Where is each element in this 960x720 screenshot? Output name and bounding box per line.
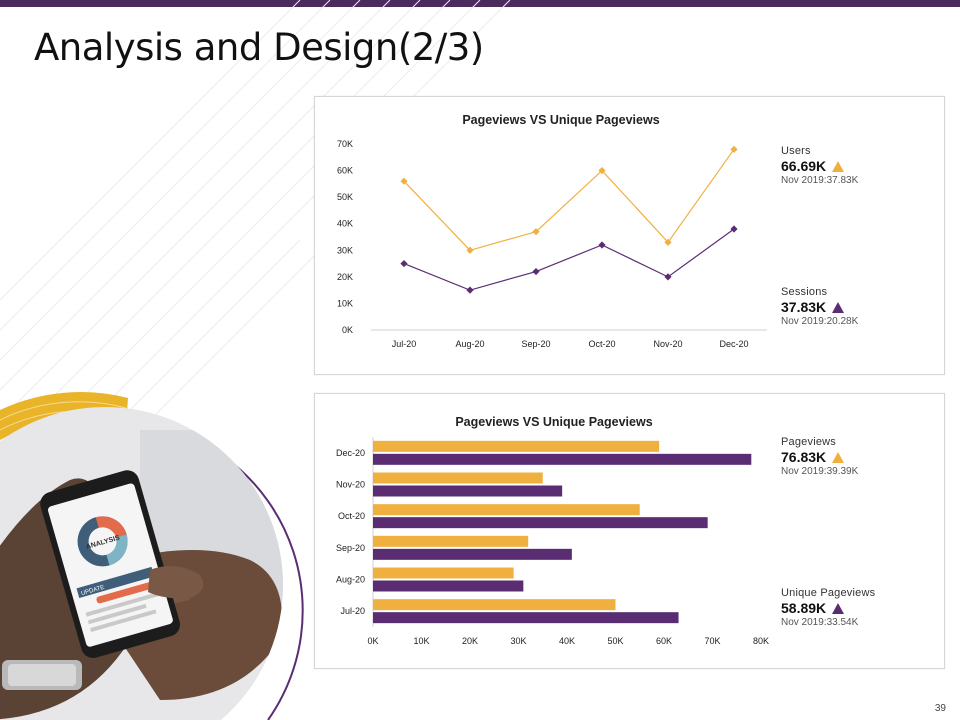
- chart-title: Pageviews VS Unique Pageviews: [462, 113, 659, 127]
- x-tick-label: 70K: [704, 636, 720, 646]
- data-point-sessions: [400, 259, 408, 268]
- kpi-sessions-label: Sessions: [781, 286, 828, 298]
- bar-pageviews: [373, 440, 660, 452]
- kpi-sessions-value: 37.83K: [781, 299, 827, 315]
- page-title: Analysis and Design(2/3): [34, 26, 484, 69]
- series-line-sessions: [403, 228, 735, 291]
- top-accent-bar: [0, 0, 960, 7]
- x-tick-label: 20K: [462, 636, 478, 646]
- line-chart-card: Pageviews VS Unique Pageviews 0K 10K 20K 30K…: [314, 96, 945, 375]
- y-tick-label: 10K: [337, 298, 353, 308]
- kpi-unique-pageviews-comparison: Nov 2019:33.54K: [781, 617, 859, 628]
- y-tick-label: 50K: [337, 192, 353, 202]
- page-number: 39: [934, 703, 946, 714]
- y-tick-label: Jul-20: [340, 606, 365, 616]
- bar-pageviews: [373, 472, 543, 484]
- bar-pageviews: [373, 599, 616, 611]
- data-point-sessions: [532, 267, 540, 276]
- data-point-users: [532, 228, 540, 236]
- kpi-unique-pageviews-label: Unique Pageviews: [781, 587, 876, 599]
- kpi-users: Users 66.69K Nov 2019:37.83K: [781, 145, 858, 186]
- y-tick-label: Oct-20: [338, 511, 365, 521]
- kpi-sessions: Sessions 37.83K Nov 2019:20.28K: [781, 286, 858, 327]
- bar-unique-pageviews: [373, 453, 752, 465]
- series-line-users: [403, 148, 735, 251]
- x-tick-label: Sep-20: [521, 339, 550, 349]
- x-tick-label: 40K: [559, 636, 575, 646]
- y-tick-label: 30K: [337, 245, 353, 255]
- data-point-users: [598, 166, 606, 175]
- kpi-users-value: 66.69K: [781, 158, 827, 174]
- y-tick-label: Nov-20: [336, 480, 365, 490]
- x-tick-label: 80K: [753, 636, 769, 646]
- bar-pageviews: [373, 535, 529, 547]
- data-point-users: [466, 246, 474, 254]
- x-tick-label: Oct-20: [588, 339, 615, 349]
- data-point-users: [400, 177, 408, 185]
- x-tick-label: 50K: [607, 636, 623, 646]
- bar-pageviews: [373, 504, 640, 516]
- x-tick-label: Aug-20: [455, 339, 484, 349]
- data-point-users: [730, 145, 738, 153]
- x-tick-label: 0K: [367, 636, 378, 646]
- kpi-unique-pageviews-value: 58.89K: [781, 600, 827, 616]
- x-tick-label: 30K: [510, 636, 526, 646]
- kpi-pageviews-value: 76.83K: [781, 449, 827, 465]
- y-tick-label: 70K: [337, 139, 353, 149]
- y-tick-label: 20K: [337, 272, 353, 282]
- kpi-pageviews-label: Pageviews: [781, 436, 836, 448]
- kpi-pageviews: Pageviews 76.83K Nov 2019:39.39K: [781, 436, 858, 477]
- bar-chart-card: Pageviews VS Unique Pageviews 0K 10K 20K 30K…: [314, 393, 945, 669]
- x-tick-label: Jul-20: [392, 339, 417, 349]
- kpi-users-label: Users: [781, 145, 811, 157]
- trend-up-icon: [832, 160, 845, 172]
- bar-unique-pageviews: [373, 517, 708, 529]
- chart-title: Pageviews VS Unique Pageviews: [455, 415, 652, 429]
- data-point-sessions: [598, 241, 606, 249]
- bar-unique-pageviews: [373, 485, 563, 497]
- trend-up-icon: [832, 301, 845, 313]
- kpi-unique-pageviews: Unique Pageviews 58.89K Nov 2019:33.54K: [781, 587, 875, 628]
- x-tick-label: Dec-20: [719, 339, 748, 349]
- bar-chart: Pageviews VS Unique Pageviews 0K 10K 20K 30K…: [336, 415, 769, 646]
- data-point-users: [664, 238, 672, 246]
- bar-pageviews: [373, 567, 514, 579]
- y-tick-label: Dec-20: [336, 448, 365, 458]
- x-tick-label: 10K: [413, 636, 429, 646]
- x-tick-label: 60K: [656, 636, 672, 646]
- kpi-users-comparison: Nov 2019:37.83K: [781, 175, 859, 186]
- data-point-sessions: [730, 225, 738, 233]
- x-tick-label: Nov-20: [653, 339, 682, 349]
- bar-unique-pageviews: [373, 612, 679, 624]
- y-tick-label: Sep-20: [336, 543, 365, 553]
- phone-photo-illustration: ANALYSIS UPDATE: [0, 392, 304, 720]
- kpi-pageviews-comparison: Nov 2019:39.39K: [781, 466, 859, 477]
- y-tick-label: 40K: [337, 219, 353, 229]
- data-point-sessions: [466, 286, 474, 294]
- kpi-sessions-comparison: Nov 2019:20.28K: [781, 316, 859, 327]
- y-tick-label: 60K: [337, 166, 353, 176]
- y-tick-label: Aug-20: [336, 575, 365, 585]
- bar-unique-pageviews: [373, 548, 572, 560]
- trend-up-icon: [832, 602, 845, 614]
- bar-unique-pageviews: [373, 580, 524, 592]
- trend-up-icon: [832, 451, 845, 463]
- y-tick-label: 0K: [342, 325, 353, 335]
- line-chart: Pageviews VS Unique Pageviews 0K 10K 20K 30K…: [337, 113, 767, 349]
